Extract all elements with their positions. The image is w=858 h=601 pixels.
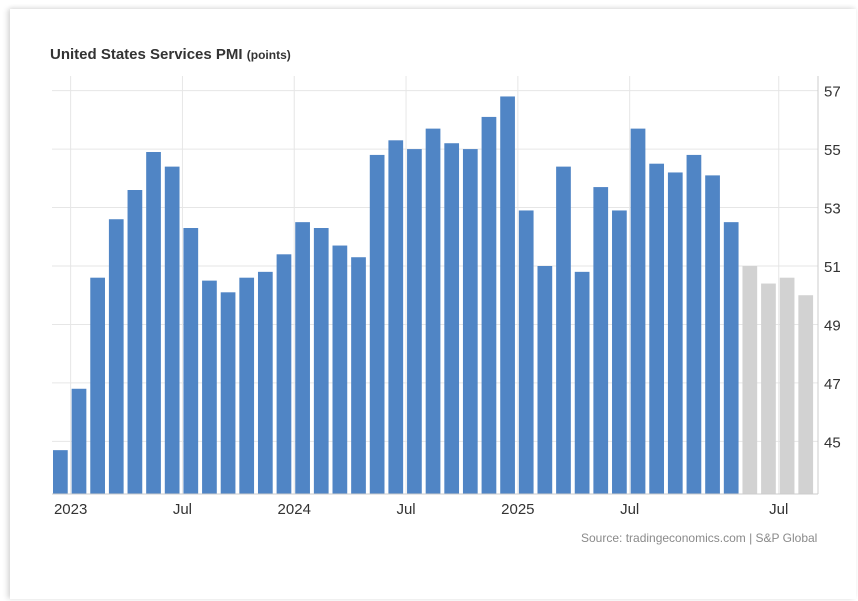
data-bar xyxy=(537,266,553,494)
data-bar xyxy=(388,140,404,494)
data-bar xyxy=(518,210,534,494)
data-bar xyxy=(295,222,310,494)
x-tick-label: 2024 xyxy=(278,501,311,518)
forecast-bar xyxy=(761,283,776,494)
data-bar xyxy=(90,277,105,494)
data-bar xyxy=(220,292,236,494)
y-tick-label: 51 xyxy=(824,259,841,276)
forecast-bar xyxy=(742,266,758,494)
data-bar xyxy=(53,450,68,494)
data-bar xyxy=(276,254,292,494)
x-tick-label: 2023 xyxy=(54,501,87,518)
data-bar xyxy=(146,152,161,494)
data-bar xyxy=(425,128,441,494)
data-bar xyxy=(630,128,646,494)
chart-title: United States Services PMI (points) xyxy=(50,46,291,63)
data-bar xyxy=(351,257,366,494)
data-bar xyxy=(500,96,515,495)
data-bar xyxy=(705,175,720,494)
data-bar xyxy=(462,149,478,494)
data-bar xyxy=(257,271,273,494)
y-axis-labels: 45 47 49 51 53 55 57 xyxy=(824,84,841,452)
source-note: Source: tradingeconomics.com | S&P Globa… xyxy=(581,531,818,545)
forecast-bar xyxy=(779,277,795,494)
x-tick-label: Jul xyxy=(396,501,415,518)
data-bar xyxy=(574,271,590,494)
x-axis-labels: 2023 Jul 2024 Jul 2025 Jul Jul xyxy=(54,501,788,518)
data-bar xyxy=(407,149,422,494)
data-bar xyxy=(332,245,348,494)
title-unit: (points) xyxy=(246,48,291,62)
data-bar xyxy=(556,166,571,494)
data-bar xyxy=(202,280,217,494)
data-bar xyxy=(71,388,87,494)
data-bar xyxy=(127,190,143,494)
data-bar xyxy=(593,187,609,494)
y-tick-label: 45 xyxy=(824,434,841,451)
bars xyxy=(53,96,814,495)
data-bar xyxy=(444,143,460,495)
y-tick-label: 53 xyxy=(824,201,841,218)
data-bar xyxy=(164,166,180,494)
data-bar xyxy=(108,219,124,495)
y-tick-label: 57 xyxy=(824,84,841,101)
data-bar xyxy=(667,172,683,494)
data-bar xyxy=(649,163,665,494)
data-bar xyxy=(239,277,255,494)
data-bar xyxy=(183,228,199,494)
forecast-bar xyxy=(798,295,814,494)
y-tick-label: 47 xyxy=(824,376,841,393)
y-tick-label: 55 xyxy=(824,142,841,159)
x-tick-label: Jul xyxy=(173,501,192,518)
data-bar xyxy=(369,154,385,495)
y-tick-label: 49 xyxy=(824,317,841,334)
x-tick-label: 2025 xyxy=(501,501,534,518)
data-bar xyxy=(723,222,739,494)
axes xyxy=(52,76,819,495)
title-text: United States Services PMI xyxy=(50,46,243,63)
data-bar xyxy=(686,154,702,495)
data-bar xyxy=(481,116,497,495)
x-tick-label: Jul xyxy=(769,501,788,518)
data-bar xyxy=(313,228,329,494)
data-bar xyxy=(612,210,627,494)
x-tick-label: Jul xyxy=(620,501,639,518)
